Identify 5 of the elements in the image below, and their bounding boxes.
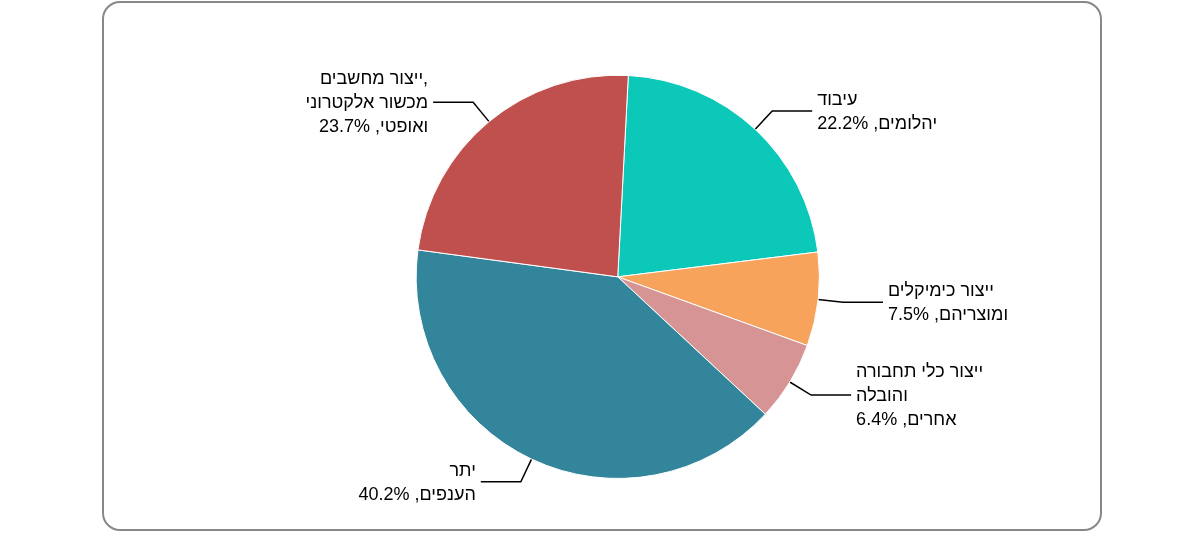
slice-label: ייצור מחשבים, מכשור אלקטרוני ואופטי, 23.7%: [305, 68, 429, 137]
slice-label: עיבוד יהלומים, 22.2%: [817, 88, 938, 133]
slice-label: ייצור כלי תחבורה והובלה אחרים, 6.4%: [856, 361, 984, 430]
slice-label: ייצור כימיקלים ומוצריהם, 7.5%: [887, 280, 1009, 325]
slice-label: יתר הענפים, 40.2%: [358, 459, 476, 504]
